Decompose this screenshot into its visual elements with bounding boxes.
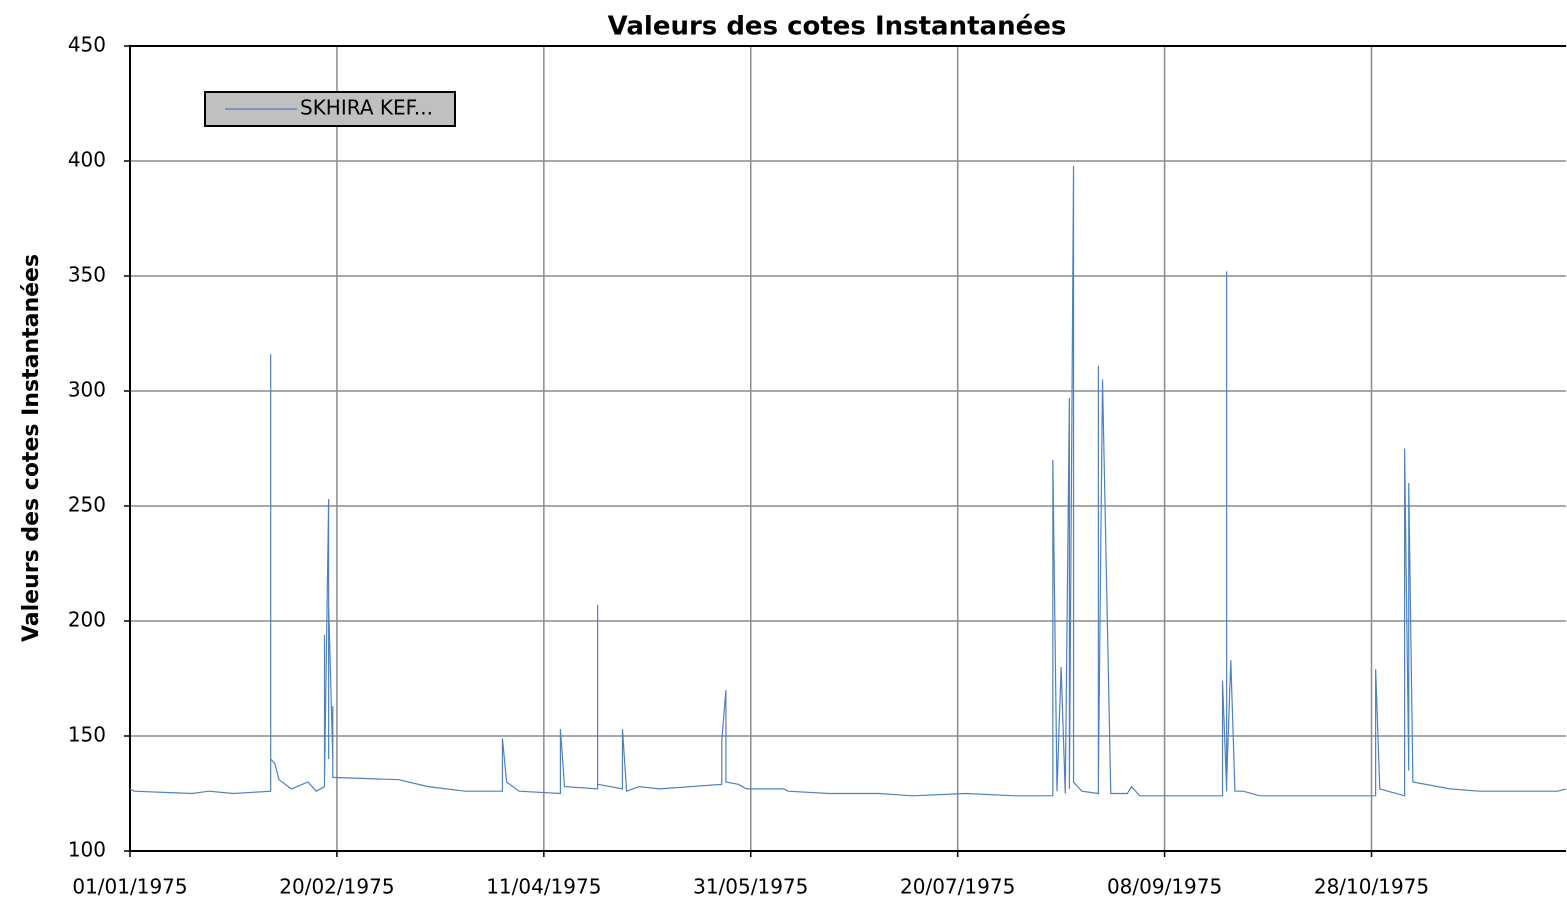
x-tick-label: 28/10/1975: [1314, 875, 1429, 899]
y-axis-label: Valeurs des cotes Instantanées: [19, 254, 44, 642]
y-tick-label: 250: [68, 493, 106, 517]
x-tick-label: 11/04/1975: [486, 875, 601, 899]
x-tick-label: 20/02/1975: [279, 875, 394, 899]
legend-label: SKHIRA KEF...: [300, 96, 433, 120]
x-tick-label: 31/05/1975: [693, 875, 808, 899]
x-tick-label: 08/09/1975: [1107, 875, 1222, 899]
x-tick-label: 01/01/1975: [72, 875, 187, 899]
y-tick-label: 350: [68, 263, 106, 287]
plot-frame: [129, 45, 1566, 852]
y-tick-label: 400: [68, 148, 106, 172]
y-tick-label: 150: [68, 723, 106, 747]
x-tick-label: 20/07/1975: [900, 875, 1015, 899]
y-tick-label: 450: [68, 33, 106, 57]
y-tick-label: 100: [68, 838, 106, 862]
chart-title: Valeurs des cotes Instantanées: [608, 12, 1067, 42]
series-line: [129, 165, 1567, 797]
y-tick-label: 200: [68, 608, 106, 632]
y-tick-label: 300: [68, 378, 106, 402]
